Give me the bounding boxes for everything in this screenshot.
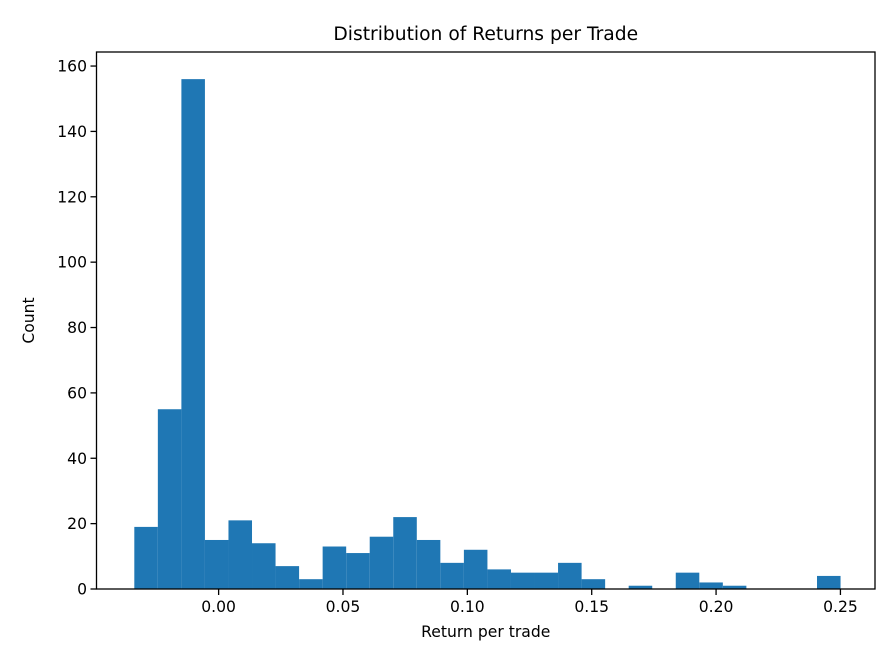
- x-tick-label: 0.20: [699, 598, 734, 616]
- histogram-bar: [252, 543, 276, 589]
- histogram-bar: [487, 569, 511, 589]
- x-axis-ticks: 0.00 0.05 0.10 0.15 0.20 0.25: [201, 589, 858, 616]
- histogram-bar: [699, 582, 723, 589]
- plot-frame: [95, 51, 876, 590]
- y-tick-label: 0: [77, 581, 87, 599]
- histogram-bar: [558, 562, 582, 589]
- y-tick-label: 80: [67, 319, 87, 337]
- histogram-bar: [440, 562, 464, 589]
- histogram-bar: [299, 579, 323, 589]
- histogram-bar: [228, 520, 253, 589]
- y-tick-label: 20: [67, 515, 87, 533]
- x-axis-label: Return per trade: [421, 623, 550, 641]
- histogram-bar: [369, 536, 394, 589]
- chart-title: Distribution of Returns per Trade: [333, 24, 638, 45]
- histogram-bar: [181, 79, 205, 589]
- y-axis-label: Count: [20, 297, 38, 343]
- x-tick-label: 0.05: [326, 598, 361, 616]
- histogram-bar: [204, 539, 229, 589]
- histogram-bar: [275, 566, 300, 589]
- histogram-bar: [322, 546, 347, 589]
- histogram-bar: [346, 553, 370, 589]
- y-axis-ticks: 0 20 40 60 80 100 120 140 160: [57, 58, 97, 599]
- histogram-bar: [722, 585, 747, 589]
- y-tick-label: 160: [57, 58, 87, 76]
- histogram-bar: [463, 549, 488, 589]
- y-tick-label: 120: [57, 188, 87, 206]
- histogram-bar: [416, 539, 441, 589]
- x-tick-label: 0.25: [823, 598, 858, 616]
- bars-group: [134, 79, 841, 589]
- histogram-bar: [134, 526, 158, 589]
- y-tick-label: 100: [57, 254, 87, 272]
- x-tick-label: 0.10: [450, 598, 485, 616]
- histogram-bar: [675, 572, 700, 589]
- x-tick-label: 0.15: [574, 598, 609, 616]
- histogram-bar: [510, 572, 535, 589]
- histogram-bar: [534, 572, 559, 589]
- y-tick-label: 60: [67, 384, 87, 402]
- histogram-bar: [393, 517, 417, 589]
- histogram-bar: [157, 409, 182, 589]
- histogram-bar: [817, 575, 841, 589]
- histogram-bar: [581, 579, 606, 589]
- x-tick-label: 0.00: [201, 598, 236, 616]
- histogram-bar: [628, 585, 653, 589]
- y-tick-label: 40: [67, 450, 87, 468]
- y-tick-label: 140: [57, 123, 87, 141]
